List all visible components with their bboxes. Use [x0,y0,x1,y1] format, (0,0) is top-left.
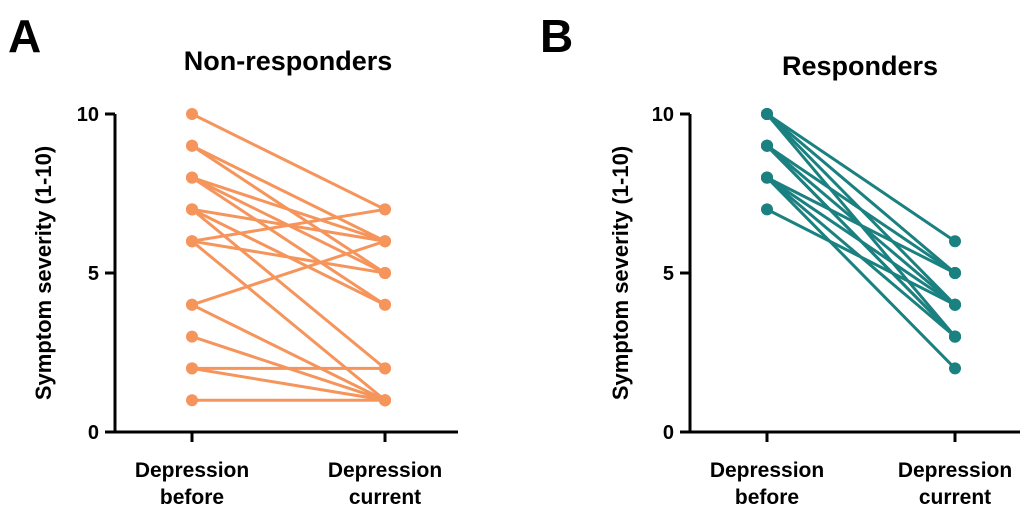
subject-line [191,366,386,402]
point-before [761,171,773,184]
subject-line [191,144,386,243]
point-before [186,394,198,407]
point-before [186,108,198,120]
series-points [186,108,391,407]
point-before [186,235,198,248]
plot-area-b: 0 5 10 Depression before Depression current [652,104,1020,508]
subject-line [766,112,956,275]
y-tick-label: 0 [663,422,674,444]
point-current [949,267,961,279]
x-tick-label: Depression [328,459,442,482]
point-before [186,362,198,375]
y-tick-label: 5 [663,263,674,285]
panel-a: A Non-responders Symptom severity (1-10)… [8,10,458,508]
subject-line [765,176,957,370]
point-before [186,298,198,311]
point-before [186,330,198,343]
x-tick-label: before [735,486,799,508]
point-current [949,235,961,248]
panel-b: B Responders Symptom severity (1-10) 0 5 1… [540,10,1020,508]
x-tick-label: current [919,486,991,508]
x-tick-label: Depression [135,459,249,482]
subject-line [191,239,386,307]
point-before [186,171,198,184]
subject-line [191,303,386,402]
point-current [949,362,961,375]
subject-line [191,176,386,243]
point-current [949,298,961,311]
chart-title-a: Non-responders [184,46,393,76]
subject-line [766,176,956,307]
x-tick-label: Depression [710,459,824,482]
subject-line [191,112,386,211]
subject-line [766,144,956,275]
panel-letter-a: A [8,10,41,62]
y-axis-label-a: Symptom severity (1-10) [31,146,56,400]
x-tick-label: before [160,486,224,508]
panel-letter-b: B [540,10,573,62]
plot-area-a: 0 5 10 Depression before Depression current [77,104,458,508]
subject-line [766,112,956,243]
y-axis-label-b: Symptom severity (1-10) [608,146,633,400]
point-current [379,267,391,279]
point-current [379,298,391,311]
subject-line [766,208,956,307]
subject-line [191,239,386,275]
series-points [761,108,961,375]
point-current [949,330,961,343]
y-tick-label: 5 [88,263,99,285]
x-tick-label: Depression [898,459,1012,482]
x-tick-label: current [349,486,421,508]
subject-line [191,240,386,402]
point-current [379,394,391,407]
point-before [186,139,198,152]
subject-line [766,176,956,275]
point-before [761,139,773,152]
subject-line [191,176,386,307]
y-tick-label: 0 [88,422,99,444]
point-current [379,235,391,248]
point-current [379,362,391,375]
subject-line [191,207,386,243]
chart-title-b: Responders [782,51,938,81]
series-lines [765,112,957,370]
point-before [761,108,773,120]
point-before [761,203,773,216]
y-tick-label: 10 [77,104,99,126]
series-lines [191,112,386,402]
point-before [186,203,198,216]
y-tick-label: 10 [652,104,674,126]
point-current [379,203,391,216]
